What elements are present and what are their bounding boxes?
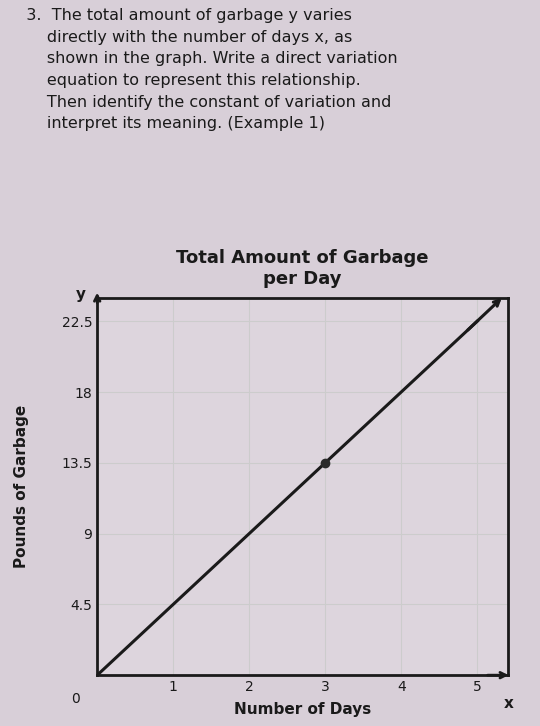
Text: x: x	[504, 696, 514, 711]
Text: Pounds of Garbage: Pounds of Garbage	[14, 405, 29, 568]
X-axis label: Number of Days: Number of Days	[234, 702, 371, 717]
Text: 3.  The total amount of garbage ​y varies
       directly with the number of day: 3. The total amount of garbage ​y varies…	[11, 8, 397, 131]
Text: 0: 0	[71, 692, 80, 706]
Title: Total Amount of Garbage
per Day: Total Amount of Garbage per Day	[176, 249, 429, 287]
Text: y: y	[76, 287, 85, 302]
